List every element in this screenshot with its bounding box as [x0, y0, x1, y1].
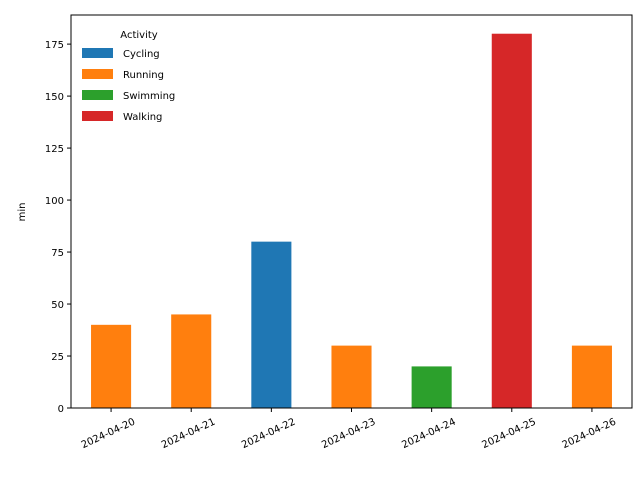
- bar-running-2024-04-21: [171, 314, 212, 408]
- bar-running-2024-04-26: [571, 345, 612, 408]
- y-tick-label: 175: [45, 40, 64, 51]
- legend-swatch-swimming: [82, 90, 113, 100]
- bar-cycling-2024-04-22: [251, 241, 292, 408]
- x-tick-label: 2024-04-21: [160, 417, 217, 452]
- y-tick-label: 125: [45, 144, 64, 155]
- y-axis: 0 25 50 75 100 125 150 175: [45, 40, 71, 415]
- y-tick-label: 50: [51, 300, 64, 311]
- y-tick-label: 150: [45, 92, 64, 103]
- legend-label-walking: Walking: [123, 112, 162, 123]
- y-tick-label: 100: [45, 196, 64, 207]
- x-tick-label: 2024-04-23: [320, 417, 377, 452]
- legend-label-running: Running: [123, 70, 164, 81]
- bar-running-2024-04-20: [91, 324, 132, 408]
- legend-swatch-running: [82, 69, 113, 79]
- bar-swimming-2024-04-24: [411, 366, 452, 408]
- y-tick-label: 0: [58, 404, 64, 415]
- bar-running-2024-04-23: [331, 345, 372, 408]
- y-axis-label: min: [17, 203, 28, 222]
- bar-walking-2024-04-25: [491, 33, 532, 408]
- bars-group: [91, 33, 612, 408]
- x-axis: 2024-04-20 2024-04-21 2024-04-22 2024-04-23…: [80, 408, 618, 451]
- legend-label-swimming: Swimming: [123, 91, 175, 102]
- legend-swatch-walking: [82, 111, 113, 121]
- x-tick-label: 2024-04-22: [240, 417, 297, 452]
- legend: Activity Cycling Running Swimming Walking: [82, 30, 175, 123]
- x-tick-label: 2024-04-26: [561, 417, 618, 452]
- x-tick-label: 2024-04-20: [80, 417, 137, 452]
- legend-swatch-cycling: [82, 48, 113, 58]
- x-tick-label: 2024-04-24: [400, 417, 457, 452]
- y-tick-label: 25: [51, 352, 64, 363]
- y-tick-label: 75: [51, 248, 64, 259]
- legend-title: Activity: [120, 30, 157, 41]
- plot-frame: [70, 14, 633, 409]
- legend-label-cycling: Cycling: [123, 49, 160, 60]
- x-tick-label: 2024-04-25: [480, 417, 537, 452]
